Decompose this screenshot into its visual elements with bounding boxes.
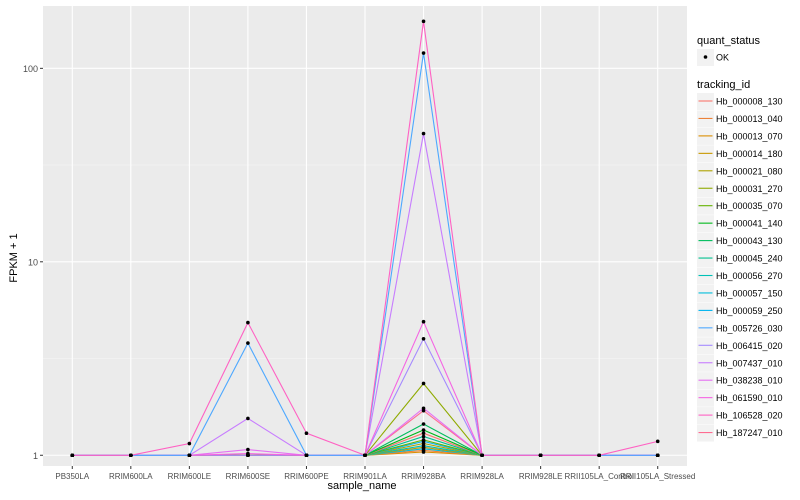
legend-line-label: Hb_000059_250	[716, 306, 783, 316]
legend-line-label: Hb_006415_020	[716, 341, 783, 351]
y-tick-label: 10	[28, 257, 38, 267]
data-point-Hb_106528_020	[246, 320, 250, 325]
data-point-Hb_187247_010	[597, 453, 601, 458]
legend-line-label: Hb_106528_020	[716, 411, 783, 421]
data-point-Hb_106528_020	[187, 441, 192, 446]
y-tick-label: 100	[23, 64, 38, 74]
x-tick-label: RRII105LA_Control	[564, 472, 634, 481]
data-point-Hb_000059_250	[421, 439, 426, 444]
legend-line-label: Hb_000031_270	[716, 184, 783, 194]
data-point-Hb_000008_130	[421, 431, 426, 436]
legend-line-label: Hb_061590_010	[716, 393, 783, 403]
legend-line-entries: Hb_000008_130 Hb_000013_040 Hb_000013_070 H…	[697, 93, 783, 442]
data-point-Hb_005726_030	[421, 51, 426, 55]
x-tick-label: RRIM928LE	[519, 472, 563, 481]
data-point-Hb_187247_010	[246, 453, 250, 458]
x-tick-label: PB350LA	[55, 472, 89, 481]
data-point-Hb_187247_010	[187, 453, 192, 458]
legend-line-label: Hb_007437_010	[716, 358, 783, 368]
x-tick-label: RRIM600SE	[226, 472, 270, 481]
legend-point-label: OK	[716, 53, 729, 63]
legend-title-quant-status: quant_status	[697, 35, 760, 47]
data-point-Hb_007437_010	[246, 416, 250, 421]
x-axis-title: sample_name	[327, 480, 396, 492]
data-point-Hb_106528_020	[304, 431, 309, 436]
data-point-Hb_106528_020	[421, 19, 426, 24]
legend-point-key	[703, 55, 708, 59]
legend-line-label: Hb_000043_130	[716, 236, 783, 246]
x-tick-label: RRIM901LA	[343, 472, 387, 481]
data-point-Hb_187247_010	[480, 453, 484, 458]
legend-line-label: Hb_038238_010	[716, 376, 783, 386]
legend-point-entries: OK	[697, 49, 729, 66]
x-tick-label: RRIM928BA	[401, 472, 446, 481]
legend-line-label: Hb_000014_180	[716, 149, 783, 159]
legend-line-label: Hb_000013_070	[716, 131, 783, 141]
data-point-Hb_000043_130	[421, 422, 426, 426]
legend-line-label: Hb_005726_030	[716, 323, 783, 333]
data-point-Hb_005726_030	[246, 341, 250, 345]
data-point-Hb_187247_010	[421, 408, 426, 413]
legend-line-label: Hb_187247_010	[716, 428, 783, 438]
data-point-Hb_061590_010	[421, 319, 426, 324]
data-point-Hb_000041_140	[421, 428, 426, 432]
y-tick-label: 1	[33, 451, 38, 461]
x-tick-label: RRIM600LA	[109, 472, 153, 481]
y-axis: 1 10 100	[23, 64, 43, 461]
data-point-Hb_006415_020	[421, 336, 426, 341]
data-point-Hb_187247_010	[129, 453, 133, 458]
legend-line-label: Hb_000035_070	[716, 201, 783, 211]
data-point-Hb_187247_010	[655, 453, 660, 458]
legend-line-label: Hb_000041_140	[716, 219, 783, 229]
data-point-Hb_038238_010	[246, 447, 250, 452]
data-point-Hb_187247_010	[70, 453, 75, 458]
x-tick-label: RRIM928LA	[460, 472, 504, 481]
y-axis-title: FPKM + 1	[8, 233, 20, 282]
legend-line-label: Hb_000021_080	[716, 166, 783, 176]
legend: quant_status OK tracking_id Hb_000008_13…	[697, 35, 783, 442]
data-point-Hb_007437_010	[421, 131, 426, 136]
data-point-Hb_187247_010	[538, 453, 543, 458]
x-tick-label: RRII105LA_Stressed	[620, 472, 695, 481]
data-point-Hb_000056_270	[421, 443, 426, 448]
x-tick-label: RRIM600LE	[168, 472, 212, 481]
data-point-Hb_000031_270	[421, 381, 426, 386]
x-tick-label: RRIM600PE	[284, 472, 328, 481]
legend-line-label: Hb_000045_240	[716, 254, 783, 264]
data-point-Hb_187247_010	[363, 453, 367, 458]
data-point-Hb_106528_020	[655, 439, 660, 444]
legend-line-label: Hb_000008_130	[716, 97, 783, 107]
data-point-Hb_000045_240	[421, 434, 426, 439]
data-point-Hb_000057_150	[421, 446, 426, 451]
legend-line-label: Hb_000056_270	[716, 271, 783, 281]
series-points	[70, 19, 660, 458]
legend-line-label: Hb_000057_150	[716, 288, 783, 298]
data-point-Hb_000013_070	[421, 450, 426, 454]
legend-title-tracking-id: tracking_id	[697, 79, 750, 91]
legend-line-label: Hb_000013_040	[716, 114, 783, 124]
data-point-Hb_187247_010	[304, 453, 309, 458]
x-axis: PB350LA RRIM600LA RRIM600LE RRIM600SE RRIM60…	[55, 466, 695, 481]
